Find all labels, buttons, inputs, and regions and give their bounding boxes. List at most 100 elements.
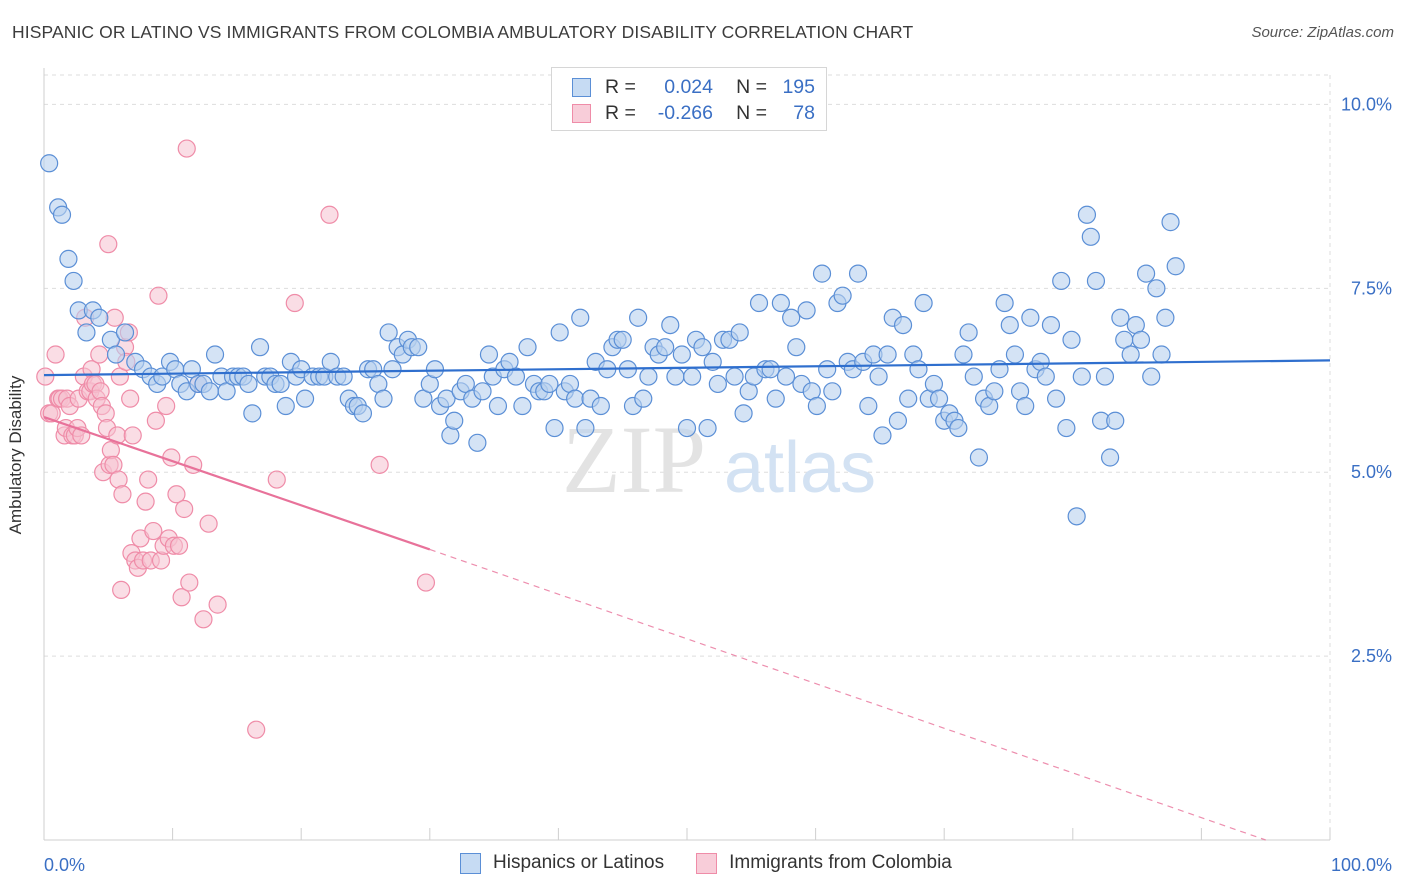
data-point-hispanic	[893, 315, 913, 335]
data-point-hispanic	[1081, 227, 1100, 246]
data-point-colombia	[370, 455, 389, 474]
data-point-hispanic	[271, 374, 290, 394]
data-point-hispanic	[661, 315, 680, 335]
data-point-colombia	[121, 389, 140, 408]
data-point-hispanic	[425, 360, 445, 379]
data-point-hispanic	[677, 418, 697, 438]
data-point-hispanic	[878, 345, 897, 364]
legend-r-value: 0.024	[664, 75, 713, 98]
data-point-hispanic	[591, 396, 610, 416]
data-point-hispanic	[869, 367, 888, 386]
legend-swatch-blue	[572, 77, 591, 97]
legend-item-colombia: Immigrants from Colombia	[696, 852, 952, 874]
y-tick-label: 7.5%	[1351, 278, 1392, 298]
data-point-hispanic	[1111, 308, 1130, 327]
data-point-hispanic	[888, 411, 908, 430]
data-point-hispanic	[518, 338, 537, 357]
data-point-hispanic	[59, 249, 78, 268]
data-point-hispanic	[787, 338, 806, 357]
data-point-hispanic	[1046, 389, 1066, 408]
data-point-colombia	[416, 573, 436, 592]
data-point-colombia	[123, 426, 142, 445]
data-point-hispanic	[1086, 271, 1106, 291]
data-point-colombia	[157, 396, 176, 416]
data-point-hispanic	[1152, 345, 1171, 364]
data-point-hispanic	[613, 330, 632, 349]
data-point-hispanic	[909, 360, 928, 379]
data-point-colombia	[112, 580, 131, 600]
data-point-hispanic	[672, 345, 691, 364]
data-point-hispanic	[295, 389, 315, 408]
data-point-hispanic	[1147, 279, 1166, 298]
trend-lines	[43, 359, 1331, 841]
data-point-hispanic	[545, 418, 564, 438]
data-point-hispanic	[1106, 411, 1125, 430]
legend-row-hispanic: R = 0.024 N = 195	[572, 75, 815, 99]
data-point-colombia	[36, 367, 55, 386]
data-point-colombia	[144, 521, 163, 541]
trend-line-colombia	[43, 416, 431, 551]
data-point-hispanic	[634, 389, 653, 408]
data-point-hispanic	[106, 345, 126, 364]
data-point-hispanic	[629, 308, 648, 327]
data-point-hispanic	[1000, 315, 1019, 335]
legend-r-label: R =	[605, 101, 636, 124]
data-point-hispanic	[1100, 448, 1120, 467]
data-point-hispanic	[576, 418, 595, 438]
data-point-colombia	[167, 485, 186, 504]
x-tick-label: 100.0%	[1331, 855, 1392, 875]
data-point-colombia	[46, 345, 65, 364]
data-point-hispanic	[1131, 330, 1151, 349]
tick-labels: 2.5% 5.0% 7.5% 10.0% 0.0% 100.0%	[44, 94, 1392, 875]
data-point-colombia	[285, 293, 304, 313]
data-point-hispanic	[666, 367, 685, 386]
y-tick-label: 10.0%	[1341, 94, 1392, 114]
data-point-hispanic	[243, 404, 262, 423]
data-point-colombia	[113, 485, 132, 504]
data-point-hispanic	[200, 382, 219, 401]
data-point-hispanic	[807, 396, 826, 416]
data-point-hispanic	[488, 396, 508, 416]
data-point-hispanic	[1142, 367, 1161, 386]
data-point-hispanic	[540, 374, 559, 394]
data-point-hispanic	[205, 345, 225, 364]
data-point-colombia	[180, 573, 199, 592]
data-point-hispanic	[959, 323, 978, 342]
data-point-hispanic	[1057, 418, 1076, 438]
data-point-hispanic	[683, 367, 702, 386]
x-tick-label: 0.0%	[44, 855, 85, 875]
data-point-hispanic	[639, 367, 658, 386]
data-point-hispanic	[1156, 308, 1175, 327]
data-point-hispanic	[964, 367, 983, 386]
data-point-hispanic	[698, 418, 717, 438]
data-point-hispanic	[1166, 257, 1185, 276]
data-point-colombia	[169, 536, 189, 555]
data-point-colombia	[247, 720, 266, 739]
legend-n-label: N =	[736, 75, 767, 98]
data-point-hispanic	[766, 389, 785, 408]
source-label: Source: ZipAtlas.com	[1251, 24, 1394, 41]
data-point-hispanic	[725, 367, 744, 386]
data-point-hispanic	[848, 264, 868, 283]
data-point-hispanic	[513, 396, 532, 416]
data-point-hispanic	[90, 308, 109, 327]
data-point-hispanic	[797, 301, 816, 320]
legend-n-value: 195	[782, 75, 815, 98]
data-point-hispanic	[1016, 396, 1035, 416]
data-point-hispanic	[473, 382, 492, 401]
data-point-hispanic	[52, 205, 72, 224]
data-point-hispanic	[949, 418, 968, 438]
legend-r-label: R =	[605, 75, 636, 98]
data-point-hispanic	[771, 293, 790, 313]
data-point-hispanic	[276, 396, 295, 416]
trend-line-colombia-extension	[429, 548, 1266, 841]
data-point-hispanic	[479, 345, 499, 364]
data-point-colombia	[151, 551, 171, 570]
y-axis-label: Ambulatory Disability	[6, 375, 25, 535]
data-point-hispanic	[823, 382, 842, 401]
data-point-hispanic	[353, 404, 373, 423]
data-point-hispanic	[899, 389, 918, 408]
data-point-hispanic	[703, 352, 722, 371]
data-point-hispanic	[1062, 330, 1081, 349]
data-point-hispanic	[1005, 345, 1025, 364]
